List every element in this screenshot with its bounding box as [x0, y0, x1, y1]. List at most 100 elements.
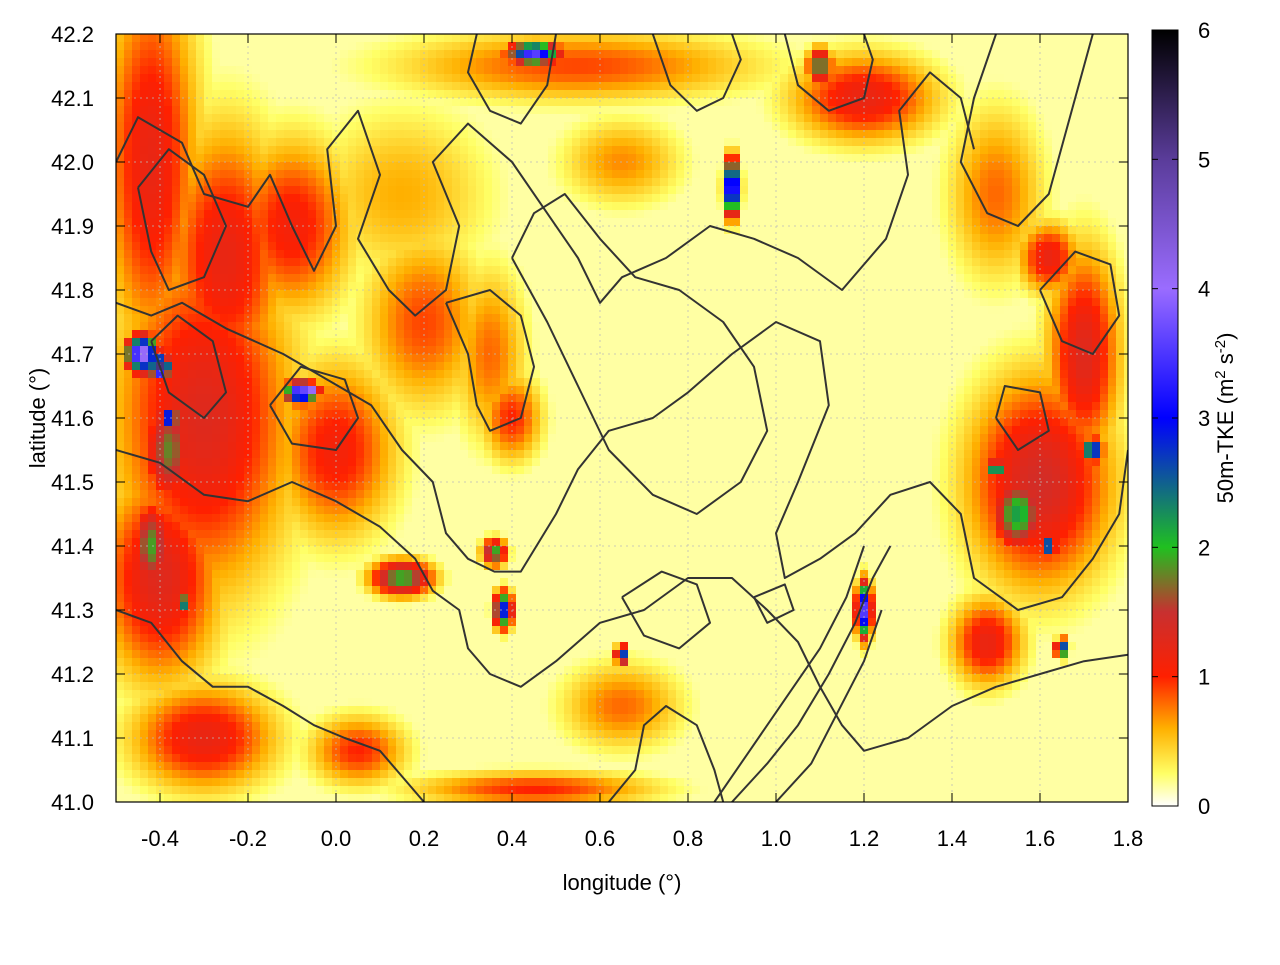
heat-cell — [332, 682, 341, 691]
heat-cell — [172, 458, 181, 467]
heat-cell — [516, 34, 525, 43]
heat-cell — [268, 546, 277, 555]
heat-cell — [316, 98, 325, 107]
heat-cell — [468, 770, 477, 779]
heat-cell — [284, 330, 293, 339]
heat-cell — [212, 42, 221, 51]
heat-cell — [140, 778, 149, 787]
heat-cell — [460, 162, 469, 171]
heat-cell — [172, 226, 181, 235]
heat-cell — [436, 346, 445, 355]
heat-cell — [412, 106, 421, 115]
heat-cell — [204, 642, 213, 651]
heat-cell — [260, 714, 269, 723]
heat-cell — [340, 74, 349, 83]
heat-cell — [204, 186, 213, 195]
heat-cell — [140, 466, 149, 475]
heat-cell — [220, 66, 229, 75]
heat-cell — [124, 170, 133, 179]
heat-cell — [140, 546, 149, 555]
heat-cell — [140, 690, 149, 699]
heat-cell — [444, 666, 453, 675]
heat-cell — [300, 794, 309, 802]
heat-cell — [156, 50, 165, 59]
heat-cell — [452, 338, 461, 347]
heat-cell — [404, 722, 413, 731]
heat-cell — [516, 66, 525, 75]
heat-cell — [492, 210, 501, 219]
heat-cell — [380, 58, 389, 67]
heat-cell — [348, 98, 357, 107]
heat-cell — [140, 42, 149, 51]
heat-cell — [452, 754, 461, 763]
heat-cell — [428, 674, 437, 683]
heat-cell — [292, 234, 301, 243]
heat-cell — [356, 410, 365, 419]
heat-cell — [380, 682, 389, 691]
heat-cell — [252, 682, 261, 691]
heat-cell — [132, 570, 141, 579]
heat-cell — [396, 394, 405, 403]
heat-cell — [196, 242, 205, 251]
heat-cell — [268, 402, 277, 411]
heat-cell — [452, 346, 461, 355]
heat-cell — [508, 274, 517, 283]
heat-cell — [476, 338, 485, 347]
heat-cell — [380, 442, 389, 451]
heat-cell — [300, 146, 309, 155]
heat-cell — [476, 50, 485, 59]
heat-cell — [484, 786, 493, 795]
heat-cell — [220, 578, 229, 587]
heat-cell — [116, 642, 125, 651]
heat-cell — [316, 154, 325, 163]
heat-cell — [364, 306, 373, 315]
heat-cell — [516, 690, 525, 699]
heat-cell — [508, 754, 517, 763]
heat-cell — [516, 394, 525, 403]
heat-cell — [340, 394, 349, 403]
heat-cell — [348, 322, 357, 331]
heat-cell — [284, 610, 293, 619]
heat-cell — [436, 578, 445, 587]
heat-cell — [132, 626, 141, 635]
heat-cell — [196, 266, 205, 275]
heat-cell — [236, 578, 245, 587]
heat-cell — [476, 506, 485, 515]
heat-cell — [300, 530, 309, 539]
heat-cell — [300, 450, 309, 459]
heat-cell — [172, 434, 181, 443]
heat-cell — [476, 314, 485, 323]
heat-cell — [308, 578, 317, 587]
heat-cell — [252, 98, 261, 107]
heat-cell — [132, 66, 141, 75]
heat-cell — [388, 546, 397, 555]
heat-cell — [268, 410, 277, 419]
heat-cell — [132, 130, 141, 139]
heat-cell — [348, 74, 357, 83]
heat-cell — [524, 290, 533, 299]
heat-cell — [300, 466, 309, 475]
heat-cell — [492, 770, 501, 779]
heat-cell — [444, 458, 453, 467]
heat-cell — [236, 466, 245, 475]
heat-cell — [468, 522, 477, 531]
heat-cell — [172, 666, 181, 675]
heat-cell — [332, 530, 341, 539]
heat-cell — [436, 98, 445, 107]
heat-cell — [228, 354, 237, 363]
heat-cell — [116, 538, 125, 547]
heat-cell — [396, 730, 405, 739]
heat-cell — [340, 426, 349, 435]
heat-cell — [116, 146, 125, 155]
heat-cell — [500, 682, 509, 691]
heat-cell — [172, 658, 181, 667]
heat-cell — [212, 602, 221, 611]
heat-cell — [412, 90, 421, 99]
heat-cell — [340, 162, 349, 171]
heat-cell — [500, 146, 509, 155]
heat-cell — [476, 178, 485, 187]
heat-cell — [244, 770, 253, 779]
heat-cell — [284, 658, 293, 667]
heat-cell — [404, 298, 413, 307]
heat-cell — [212, 266, 221, 275]
